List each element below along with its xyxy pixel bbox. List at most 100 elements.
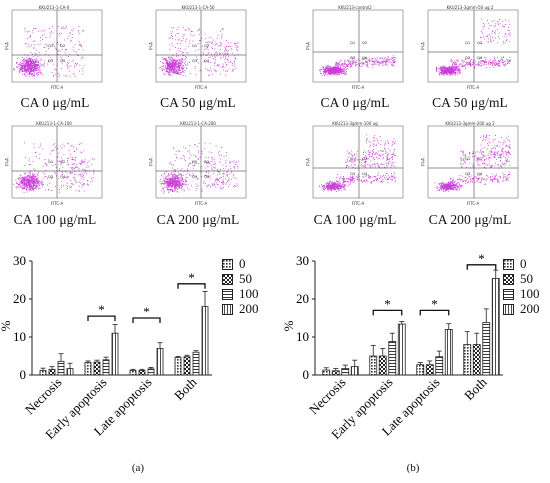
flow-dot — [216, 178, 218, 180]
flow-dot — [25, 183, 27, 185]
flow-dot — [323, 72, 325, 73]
flow-dot — [222, 180, 224, 182]
flow-dot — [454, 65, 456, 67]
flow-dot — [166, 180, 168, 182]
flow-dot — [163, 183, 165, 184]
flow-dot — [336, 181, 338, 182]
flow-dot — [186, 52, 188, 54]
flow-dot — [325, 66, 327, 68]
flow-dot — [350, 181, 351, 183]
flow-dot — [444, 72, 446, 74]
flow-dot — [223, 51, 225, 53]
flow-dot — [26, 182, 28, 183]
flow-dot — [337, 69, 338, 71]
flow-dot — [175, 71, 177, 73]
flow-dot — [222, 164, 224, 166]
flow-dot — [52, 149, 54, 151]
flow-dot — [65, 75, 67, 77]
flow-dot — [375, 63, 377, 65]
flow-dot — [180, 69, 181, 71]
flow-dot — [173, 70, 175, 72]
flow-dot — [190, 34, 192, 36]
flow-dot — [41, 183, 43, 185]
flow-dot — [52, 44, 54, 46]
flow-dot — [192, 172, 194, 174]
flow-dot — [462, 66, 464, 67]
flow-dot — [228, 186, 229, 188]
flow-dot — [31, 53, 33, 55]
flow-dot — [29, 189, 31, 191]
flow-dot — [36, 180, 37, 182]
flow-dot — [173, 70, 175, 72]
flow-dot — [29, 187, 31, 189]
flow-dot — [65, 26, 67, 28]
flow-dot — [494, 64, 496, 65]
flow-dot — [177, 179, 178, 181]
flow-dot — [189, 29, 191, 31]
flow-dot — [351, 61, 353, 63]
flow-dot — [333, 67, 334, 68]
flow-dot — [334, 69, 336, 70]
flow-dot — [29, 46, 31, 48]
flow-dot — [210, 167, 212, 169]
flow-dot — [460, 70, 462, 72]
flow-dot — [19, 68, 21, 70]
flow-dot — [339, 71, 341, 73]
flow-dot — [191, 162, 193, 164]
flow-dot — [176, 73, 178, 75]
flow-dot — [453, 71, 455, 73]
flow-dot — [172, 66, 174, 68]
flow-dot — [384, 141, 386, 142]
flow-dot — [374, 60, 376, 62]
flow-dot — [342, 62, 344, 64]
flow-dot — [25, 65, 27, 67]
flow-dot — [463, 65, 465, 66]
flow-dot — [23, 58, 25, 60]
flow-dot — [26, 186, 28, 188]
flow-dot — [62, 166, 64, 168]
flow-dot — [37, 31, 39, 33]
flow-dot — [206, 162, 208, 164]
flow-dot — [337, 68, 338, 70]
flow-dot — [345, 167, 347, 168]
flow-dot — [497, 63, 498, 65]
flow-dot — [332, 72, 333, 74]
flow-dot — [444, 72, 445, 73]
flow-dot — [28, 160, 30, 162]
flow-dot — [29, 182, 31, 184]
flow-dot — [167, 177, 169, 179]
flow-dot — [452, 66, 454, 68]
flow-dot — [470, 62, 471, 64]
flow-dot — [349, 160, 351, 161]
flow-dot — [336, 70, 338, 71]
flow-dot — [391, 173, 392, 174]
flow-dot — [76, 51, 77, 53]
flow-dot — [176, 62, 177, 64]
flow-dot — [451, 65, 453, 67]
flow-dot — [42, 39, 43, 40]
flow-dot — [48, 188, 50, 190]
flow-dot — [179, 65, 180, 67]
flow-dot — [69, 172, 71, 174]
flow-dot — [172, 176, 174, 178]
flow-dot — [493, 39, 494, 41]
flow-dot — [42, 182, 43, 184]
flow-dot — [378, 63, 380, 65]
flow-dot — [176, 177, 178, 179]
flow-dot — [27, 180, 28, 182]
quadrant-label: Q1 — [192, 160, 197, 164]
flow-dot — [170, 66, 172, 68]
flow-dot — [34, 187, 36, 188]
significance-marker: * — [143, 304, 150, 319]
flow-dot — [354, 154, 355, 156]
flow-dot — [170, 67, 172, 69]
flow-dot — [348, 160, 350, 162]
flow-dot — [182, 177, 183, 179]
flow-dot — [178, 70, 180, 72]
flow-dot — [392, 60, 394, 62]
flow-dot — [388, 159, 390, 160]
flow-dot — [171, 186, 173, 187]
flow-dot — [24, 69, 26, 71]
flow-dot — [213, 62, 215, 64]
flow-dot — [364, 58, 366, 60]
